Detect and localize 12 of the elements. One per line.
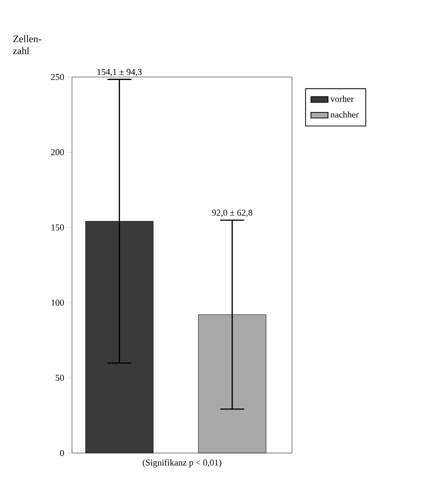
annotation: 154,1 ± 94,3 (98, 68, 142, 76)
legend-label: vorher (330, 96, 354, 102)
y-tick-label: 200 (51, 149, 64, 156)
y-tick-label: 50 (56, 374, 64, 381)
legend-label: nachher (330, 111, 359, 118)
text: (Signifikanz p < 0,01) (142, 459, 222, 468)
y-axis-title: Zellen-zahl (13, 35, 42, 54)
y-tick-label: 250 (51, 74, 64, 80)
annotation: 92,0 ± 62,8 (212, 210, 252, 217)
y-tick-label: 0 (60, 450, 64, 456)
y-tick-label: 100 (52, 300, 64, 306)
y-tick-label: 150 (52, 224, 64, 230)
